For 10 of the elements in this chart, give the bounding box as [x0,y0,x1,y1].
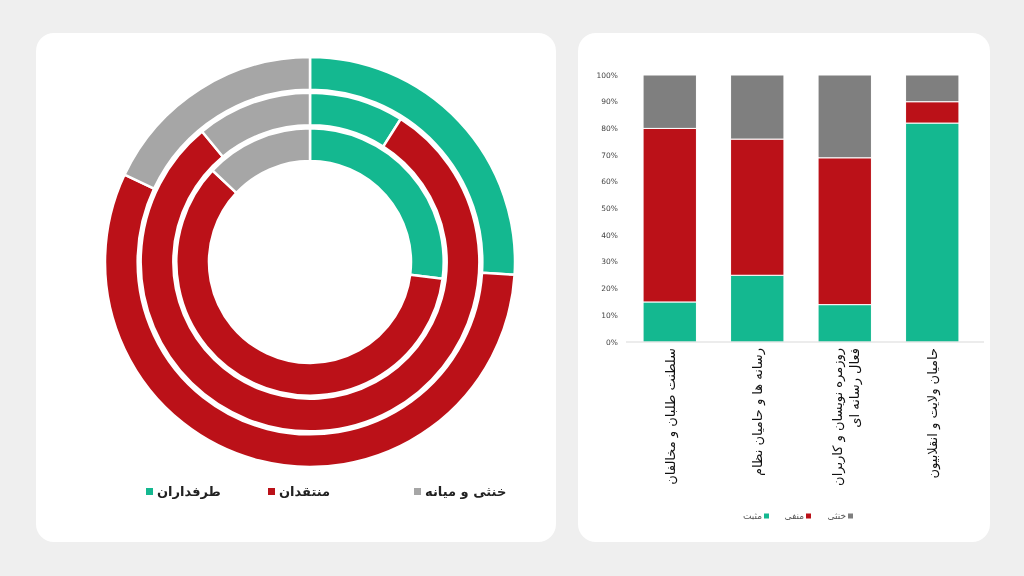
legend-label: منفی [784,511,805,521]
x-tick-label: روزمره نویسان و کاربران فعال رسانه ای [829,348,863,486]
x-tick-label: رسانه ها و حامیان نظام [750,348,767,477]
legend-label: طرفداران [157,484,221,499]
legend-label: مثبت [742,511,763,521]
x-tick-label: حامیان ولایت و انقلابیون [925,348,942,479]
legend-label: خنثی و میانه [425,484,507,499]
legend-label: خنثی [827,511,846,521]
x-tick-label: سلطنت طلبان و مخالفان [662,348,679,485]
legend-label: منتقدان [279,484,331,499]
